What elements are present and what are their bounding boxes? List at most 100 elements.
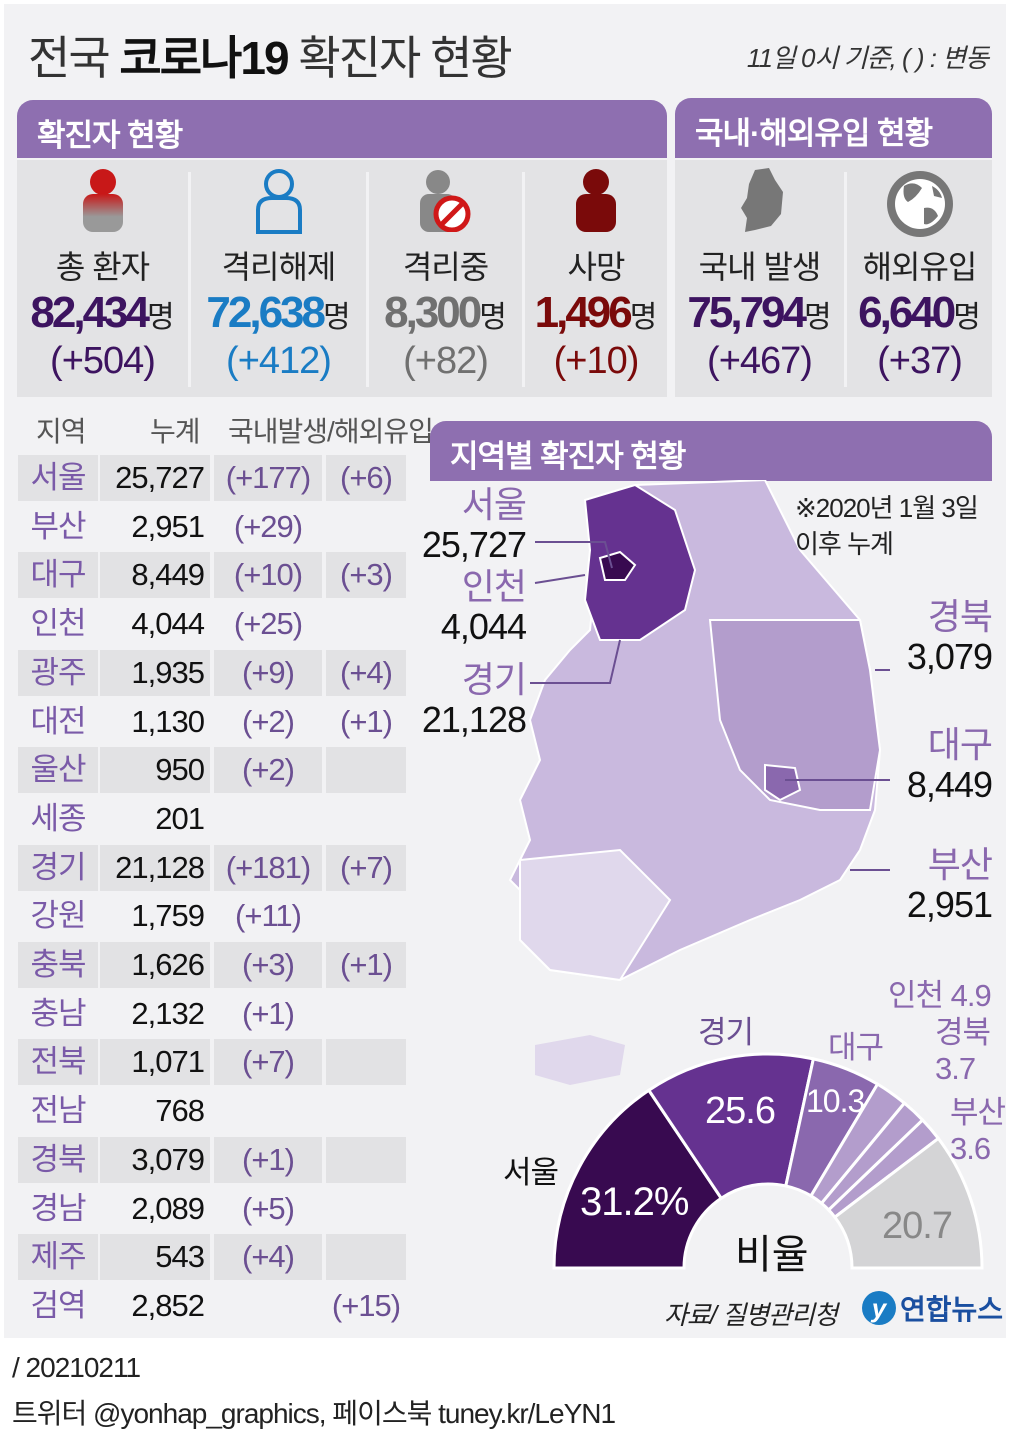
- cell-overseas: (+15): [331, 1287, 401, 1323]
- map-label-5: 부산 2,951: [870, 845, 993, 925]
- logo-icon: y: [862, 1291, 896, 1325]
- map-label-name: 서울: [461, 484, 527, 525]
- stat-unit: 명: [146, 301, 175, 334]
- person-dark-red-icon: [573, 168, 619, 237]
- cell-total: 768: [155, 1093, 205, 1129]
- page-title: 전국 코로나19 확진자 현황: [28, 22, 513, 88]
- logo-text: 연합뉴스: [900, 1294, 1004, 1325]
- table-row: 전북 1,071 (+7): [18, 1039, 406, 1086]
- cell-total: 4,044: [131, 606, 205, 642]
- slice-name: 대구: [828, 1030, 884, 1065]
- cell-total: 2,132: [131, 995, 205, 1031]
- table-row: 서울 25,727 (+177) (+6): [18, 455, 406, 501]
- stat-label: 격리중: [402, 249, 489, 285]
- stat-4: 국내 발생 75,794명 (+467): [675, 160, 844, 395]
- donut-slice-1: [646, 1052, 816, 1201]
- table-row: 세종 201: [18, 796, 406, 842]
- cell-domestic: (+5): [242, 1190, 295, 1226]
- cell-total: 543: [100, 1234, 210, 1281]
- map-jeju: [535, 1035, 625, 1085]
- map-label-name: 인천: [461, 566, 527, 607]
- cell-domestic: (+7): [214, 1039, 322, 1086]
- cell-overseas: [326, 991, 406, 1037]
- cell-overseas: [326, 1039, 406, 1086]
- table-row: 강원 1,759 (+11): [18, 893, 406, 939]
- map-gyeonggi: [583, 483, 697, 641]
- cell-region: 경남: [30, 1190, 86, 1226]
- stat-value: 1,496명: [525, 288, 667, 338]
- table-row: 울산 950 (+2): [18, 747, 406, 794]
- cell-domestic: (+1): [242, 995, 295, 1031]
- cell-region: 제주: [18, 1234, 98, 1281]
- cell-total: 1,935: [100, 649, 210, 696]
- table-row: 경북 3,079 (+1): [18, 1136, 406, 1183]
- slice-name: 서울: [503, 1155, 559, 1190]
- stat-number: 75,794: [687, 288, 807, 337]
- cell-overseas: (+1): [340, 703, 393, 739]
- stat-change: (+504): [50, 340, 156, 382]
- stat-number: 8,300: [384, 288, 482, 337]
- map-gyeongbuk: [708, 619, 882, 811]
- cell-overseas: (+6): [326, 455, 406, 501]
- slice-category-label: 서울: [503, 1155, 559, 1191]
- table-row: 전남 768: [18, 1088, 406, 1134]
- stat-unit: 명: [803, 301, 832, 334]
- cell-domestic: (+181): [214, 844, 322, 891]
- cell-domestic: (+177): [214, 455, 322, 501]
- title-part: 전국: [28, 32, 120, 84]
- table-row: 대구 8,449 (+10) (+3): [18, 552, 406, 599]
- section-header-confirmed: 확진자 현황: [17, 100, 667, 158]
- footer-social[interactable]: 트위터 @yonhap_graphics, 페이스북 tuney.kr/LeYN…: [12, 1398, 616, 1429]
- slice-value-label: 31.2%: [580, 1180, 689, 1224]
- map-south-west: [519, 848, 672, 982]
- cell-domestic: (+25): [233, 606, 303, 642]
- basis-note: 11일 0시 기준, ( ) : 변동: [746, 43, 989, 73]
- stat-unit: 명: [629, 301, 658, 334]
- slice-value-label: 25.6: [705, 1090, 776, 1132]
- stat-label: 해외유입: [862, 249, 978, 285]
- person-prohibited-icon: [418, 168, 474, 237]
- header-domestic-overseas: 국내발생/해외유입: [228, 416, 434, 447]
- table-row: 인천 4,044 (+25): [18, 601, 406, 647]
- cell-overseas: [326, 1136, 406, 1183]
- slice-category-label: 인천 4.9: [888, 978, 992, 1014]
- cell-domestic: (+2): [214, 747, 322, 794]
- korea-map: [508, 480, 890, 1085]
- donut-center-label: 비율: [735, 1233, 809, 1277]
- cell-region: 울산: [18, 747, 98, 794]
- cell-overseas: (+4): [326, 649, 406, 696]
- stat-change: (+82): [403, 340, 489, 382]
- cell-overseas: [326, 601, 406, 647]
- stat-value: 75,794명: [675, 288, 844, 338]
- map-label-name: 경북: [927, 596, 993, 637]
- cell-region: 전북: [18, 1039, 98, 1086]
- table-row: 검역 2,852 (+15): [18, 1283, 406, 1329]
- cell-overseas: [326, 893, 406, 939]
- slice-value: 3.7: [935, 1051, 976, 1086]
- stat-number: 1,496: [534, 288, 633, 337]
- cell-domestic: (+11): [235, 898, 302, 934]
- slice-category-label: 부산 3.6: [950, 1095, 1006, 1167]
- cell-region: 경북: [18, 1136, 98, 1183]
- slice-category-label: 경기: [698, 1015, 754, 1051]
- stat-value: 72,638명: [191, 288, 366, 338]
- table-row: 부산 2,951 (+29): [18, 504, 406, 550]
- cell-overseas: [326, 796, 406, 842]
- map-label-value: 21,128: [421, 699, 527, 740]
- cell-overseas: (+7): [326, 844, 406, 891]
- cell-region: 검역: [30, 1287, 86, 1323]
- cell-region: 광주: [18, 649, 98, 696]
- section-header-regional: 지역별 확진자 현황: [430, 421, 992, 481]
- stat-0: 총 환자 82,434명 (+504): [17, 160, 188, 395]
- table-row: 경기 21,128 (+181) (+7): [18, 844, 406, 891]
- table-row: 광주 1,935 (+9) (+4): [18, 649, 406, 696]
- cell-overseas: [326, 1234, 406, 1281]
- stat-label: 격리해제: [221, 249, 337, 285]
- cell-total: 8,449: [100, 552, 210, 599]
- ratio-half-donut: [552, 1052, 984, 1270]
- slice-value: 3.6: [950, 1131, 991, 1166]
- cell-total: 950: [100, 747, 210, 794]
- cell-total: 2,852: [131, 1287, 205, 1323]
- cell-total: 1,130: [131, 703, 205, 739]
- cell-total: 3,079: [100, 1136, 210, 1183]
